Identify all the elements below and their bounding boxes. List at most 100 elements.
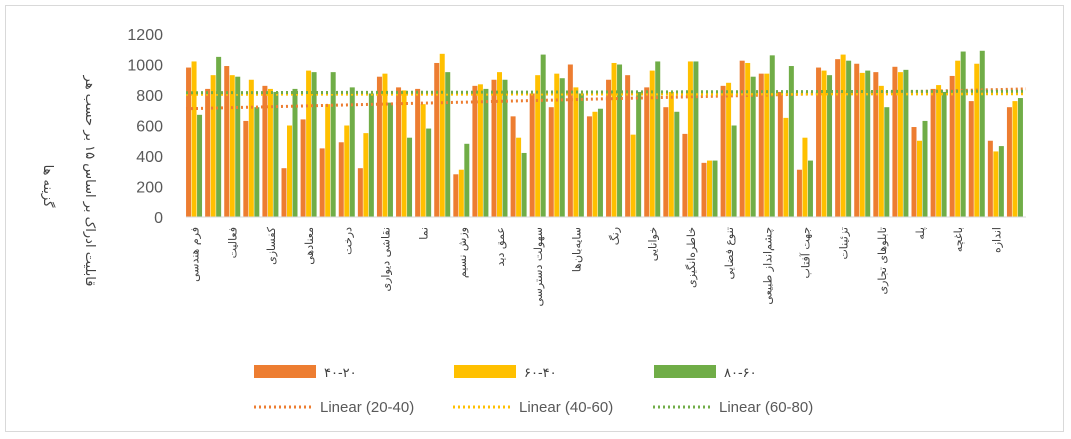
bar	[521, 152, 527, 217]
bar	[472, 85, 478, 217]
x-tick-label: رنگ	[609, 227, 622, 245]
bar	[510, 116, 516, 217]
bar	[458, 169, 464, 217]
bar	[368, 93, 374, 217]
x-tick-label: فرم هندسی	[189, 227, 202, 282]
bar	[630, 134, 636, 217]
bar	[338, 142, 344, 217]
bar	[922, 120, 928, 217]
bar	[477, 84, 483, 217]
bar	[319, 148, 325, 218]
bar	[483, 88, 489, 218]
bar	[796, 169, 802, 217]
bar	[758, 73, 764, 218]
bar	[745, 62, 751, 217]
bar	[674, 111, 680, 217]
bar	[529, 93, 535, 217]
bar	[827, 75, 833, 217]
bar	[720, 85, 726, 217]
bar	[859, 72, 865, 217]
x-tick-label: چشم‌انداز طبیعی	[761, 227, 774, 305]
bar	[300, 119, 306, 217]
bar	[216, 56, 222, 218]
bar	[979, 50, 985, 217]
x-tick-label: کفسازی	[265, 226, 278, 265]
bar	[611, 62, 617, 217]
bar	[625, 75, 631, 217]
bar	[960, 51, 966, 217]
bar	[769, 55, 775, 217]
bar	[807, 160, 813, 217]
bar	[707, 160, 712, 217]
bar	[993, 151, 999, 217]
bar	[936, 85, 942, 217]
x-tick-label: تزئینات	[838, 227, 851, 260]
bar	[668, 91, 674, 217]
bar	[497, 72, 502, 218]
bar	[693, 61, 699, 218]
legend-label: ۴۰-۲۰	[324, 366, 357, 381]
x-tick-label: خوانایی	[647, 227, 660, 261]
bar	[865, 70, 871, 217]
bar	[968, 101, 974, 217]
bar	[420, 104, 426, 217]
bar	[816, 67, 822, 217]
bar	[998, 146, 1004, 217]
x-axis: فرم هندسی فعالیت کفسازی معنادهی درخت نقاشی دی…	[186, 216, 1026, 307]
bar	[363, 133, 369, 218]
bar	[873, 72, 879, 218]
x-tick-label: سایه‌بان‌ها	[570, 227, 583, 272]
bar	[535, 75, 541, 217]
x-tick-label: سهولت دسترسی	[532, 227, 545, 307]
trendline	[185, 87, 1027, 111]
bar	[777, 91, 783, 217]
bar	[835, 59, 841, 217]
trendlines-layer	[185, 87, 1027, 111]
y-tick-label: 400	[136, 149, 163, 166]
bar	[783, 117, 789, 218]
x-tick-label: عمق دید	[494, 227, 508, 266]
x-tick-label: اندازه	[990, 227, 1003, 253]
bar	[325, 104, 331, 217]
bar	[357, 168, 363, 217]
bar	[210, 75, 216, 217]
x-tick-label: معنادهی	[303, 227, 316, 265]
bar	[949, 75, 955, 217]
bar	[802, 137, 808, 217]
bar	[554, 73, 560, 218]
x-tick-label: تابلوهای تجاری	[876, 227, 889, 295]
bar	[846, 60, 852, 217]
legend: ۴۰-۲۰ ۶۰-۴۰ ۸۰-۶۰ Linear (20-40) Linear (40-…	[254, 365, 813, 416]
y-tick-label: 800	[136, 88, 163, 105]
bar	[191, 61, 197, 218]
trendline	[185, 89, 1027, 95]
bar	[592, 111, 598, 217]
bar	[821, 70, 827, 217]
x-tick-label: باغچه	[952, 227, 965, 252]
bar	[248, 79, 254, 217]
bar	[567, 64, 573, 217]
legend-trend-label: Linear (20-40)	[320, 399, 414, 416]
bar	[330, 72, 336, 218]
bar	[578, 93, 584, 217]
bar	[197, 114, 203, 217]
bar	[974, 63, 980, 217]
bar	[292, 88, 298, 218]
bar	[1017, 98, 1023, 217]
bar	[649, 70, 655, 217]
bar	[224, 66, 230, 217]
bar	[382, 73, 388, 218]
bar	[502, 79, 508, 217]
bar	[586, 116, 592, 217]
bar	[229, 75, 235, 217]
x-tick-label: تنوع فضایی	[723, 227, 736, 280]
y-tick-label: 0	[154, 210, 163, 227]
bar	[840, 54, 846, 218]
bar	[516, 137, 522, 217]
bar	[1006, 107, 1012, 217]
x-tick-label: نقاشی دیواری	[380, 227, 393, 291]
bar	[854, 63, 860, 217]
x-tick-label: فعالیت	[227, 227, 240, 258]
bar	[955, 60, 961, 217]
bar	[573, 87, 579, 218]
